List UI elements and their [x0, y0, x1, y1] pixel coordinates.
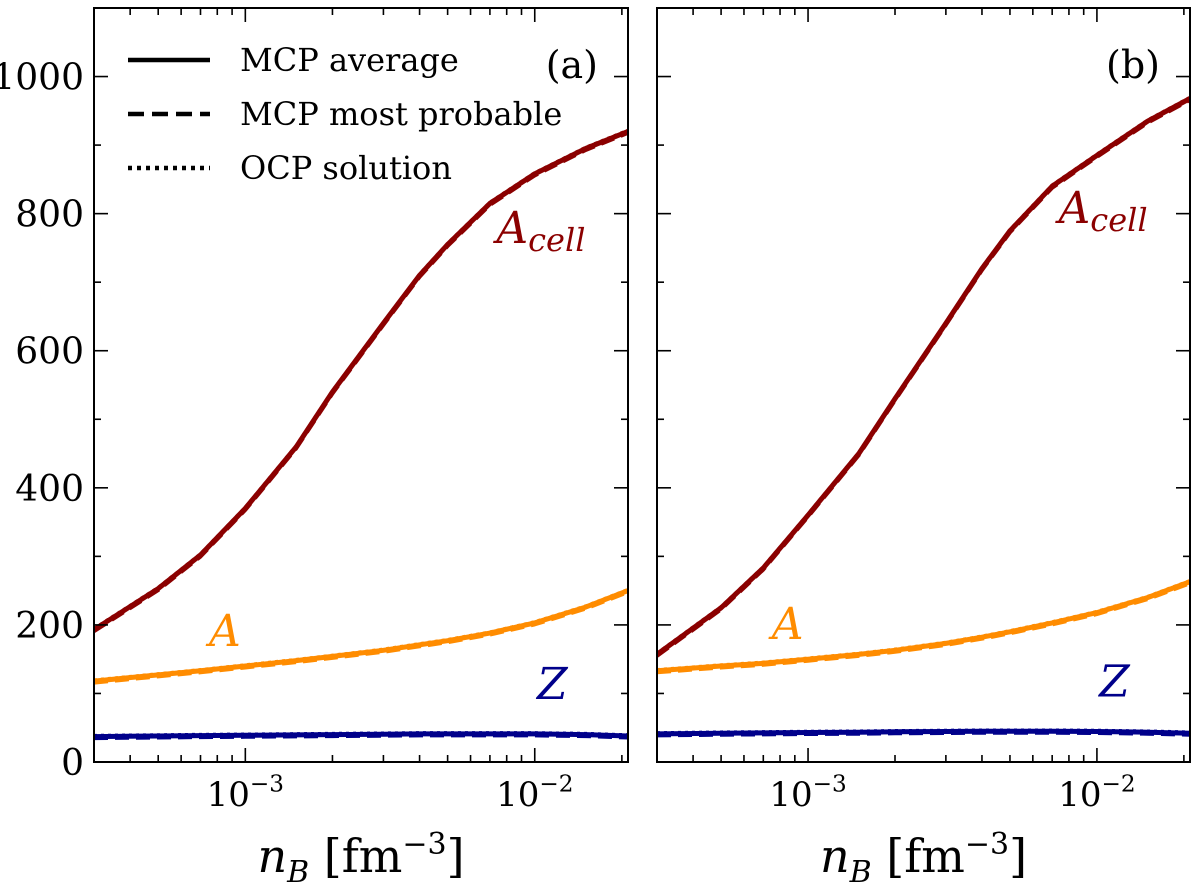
x-tick-label: 10−2: [496, 772, 573, 815]
panel-label: (a): [546, 43, 598, 87]
series-group: [657, 95, 1190, 738]
y-tick-label: 800: [15, 195, 84, 236]
legend: MCP average MCP most probable OCP solution: [128, 41, 562, 187]
panel-label: (b): [1106, 43, 1160, 87]
series-line-a-ocp-solution: [94, 587, 628, 682]
y-tick-label: 0: [61, 743, 84, 784]
series-line-a-cell-ocp-solution: [657, 95, 1190, 655]
curve-label-a-cell: Acell: [492, 203, 585, 259]
y-tick-label: 400: [15, 469, 84, 510]
curve-label-a: A: [205, 606, 241, 657]
legend-label: MCP average: [240, 41, 459, 79]
series-group: [94, 128, 628, 741]
series-line-z-ocp-solution: [657, 728, 1190, 735]
y-tick-label: 1000: [0, 58, 84, 99]
series-line-a-cell-mcp-average: [657, 96, 1190, 657]
legend-label: MCP most probable: [240, 95, 562, 133]
series-line-a-cell-ocp-solution: [94, 128, 628, 631]
x-tick-label: 10−3: [769, 772, 846, 815]
series-line-a-mcp-most-probable: [94, 590, 628, 685]
curve-label-a-cell: Acell: [1054, 183, 1147, 239]
panel-a: 0 200 400 600 800 1000 10−3 10−2 nB [fm−3] (a) Ace…: [0, 7, 629, 887]
series-line-z-mcp-most-probable: [94, 733, 628, 741]
series-line-a-cell-mcp-average: [94, 129, 628, 632]
axes-frame: [93, 7, 629, 763]
axes-frame: [656, 7, 1191, 763]
series-line-z-ocp-solution: [94, 731, 628, 738]
x-axis-label: nB [fm−3]: [257, 827, 464, 887]
panel-b: 10−3 10−2 nB [fm−3] (b) Acell A Z: [656, 7, 1191, 887]
y-tick-label: 200: [15, 606, 84, 647]
series-line-a-mcp-most-probable: [657, 581, 1190, 675]
x-axis-label: nB [fm−3]: [820, 827, 1027, 887]
curve-label-z: Z: [1097, 657, 1131, 708]
series-line-z-mcp-most-probable: [657, 730, 1190, 738]
x-tick-label: 10−3: [207, 772, 284, 815]
series-line-a-cell-mcp-most-probable: [657, 98, 1190, 658]
curve-label-a: A: [768, 599, 804, 650]
y-tick-label: 600: [15, 332, 84, 373]
series-line-a-ocp-solution: [657, 579, 1190, 672]
series-line-a-cell-mcp-most-probable: [94, 131, 628, 633]
legend-label: OCP solution: [240, 149, 452, 187]
x-tick-label: 10−2: [1058, 772, 1135, 815]
curve-label-z: Z: [535, 659, 569, 710]
